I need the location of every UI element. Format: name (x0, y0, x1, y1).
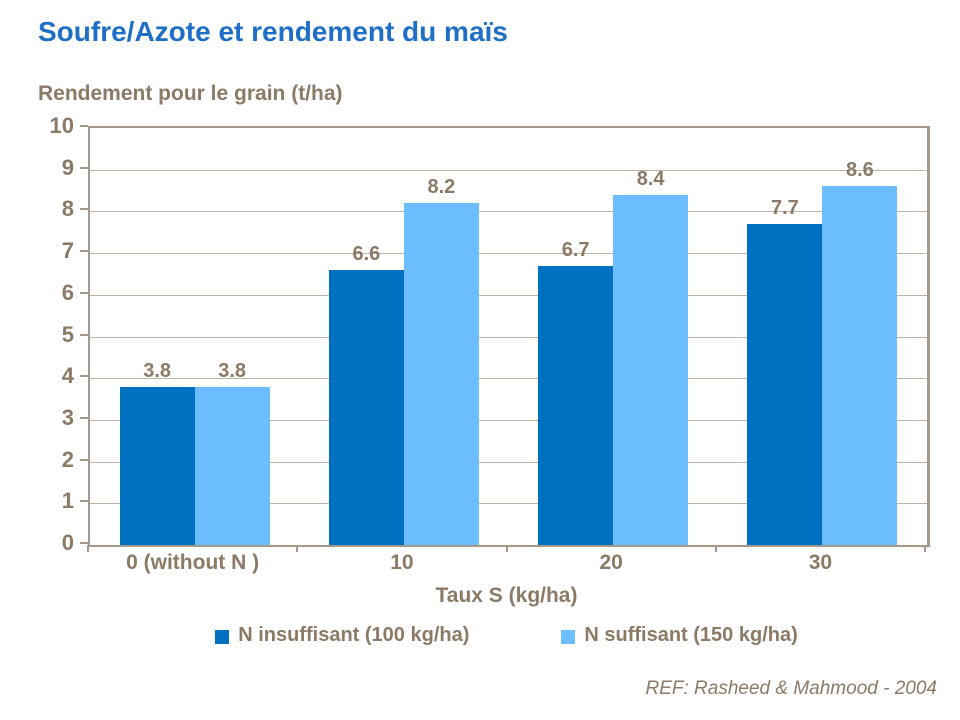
y-axis-tick (80, 250, 88, 253)
gridline (90, 211, 927, 213)
y-axis-tick-label: 5 (61, 321, 74, 347)
y-axis-tick-label: 9 (61, 154, 74, 180)
y-axis-tick (80, 542, 88, 544)
x-axis-category-label: 0 (without N ) (126, 551, 260, 574)
y-axis-tick (80, 166, 88, 169)
legend-swatch-dark-blue-icon (215, 629, 230, 644)
x-axis-tick (87, 545, 89, 552)
gridline (90, 461, 927, 463)
y-axis-tick (80, 458, 88, 461)
legend-item-n-insuffisant: N insuffisant (100 kg/ha) (215, 624, 469, 647)
bar-value-label: 7.7 (770, 196, 799, 219)
gridline (90, 336, 927, 338)
bar-n-insuffisant (747, 223, 823, 545)
y-axis-tick (80, 333, 88, 336)
y-axis-tick-label: 3 (61, 404, 74, 430)
legend: N insuffisant (100 kg/ha) N suffisant (1… (88, 624, 925, 647)
bar-value-label: 6.7 (561, 238, 590, 261)
x-axis-tick (296, 545, 299, 552)
legend-item-n-suffisant: N suffisant (150 kg/ha) (561, 624, 798, 647)
bar-value-label: 3.8 (143, 359, 172, 382)
y-axis-tick (80, 416, 88, 419)
y-axis-tick (80, 291, 88, 294)
legend-swatch-light-blue-icon (561, 629, 576, 644)
y-axis-tick (80, 375, 88, 378)
x-axis-title: Taux S (kg/ha) (435, 584, 578, 607)
y-axis-tick-label: 4 (61, 363, 74, 389)
plot-area: 3.8 3.8 6.6 8.2 6.7 8.4 7.7 8.6 (88, 126, 930, 547)
legend-label: N insuffisant (100 kg/ha) (238, 624, 470, 646)
bar-n-insuffisant (119, 386, 195, 545)
bar-n-suffisant (822, 186, 898, 545)
gridline (90, 169, 927, 171)
gridline (90, 253, 927, 255)
x-axis-category-label: 30 (808, 551, 833, 574)
bar-value-label: 3.8 (218, 359, 247, 382)
legend-label: N suffisant (150 kg/ha) (584, 624, 798, 646)
bar-value-label: 8.4 (636, 167, 665, 190)
y-axis-tick-label: 10 (49, 113, 74, 138)
bar-value-label: 8.6 (845, 159, 874, 182)
y-axis-tick-label: 8 (61, 196, 74, 222)
bar-n-suffisant (194, 386, 270, 545)
gridline (90, 378, 927, 380)
y-axis-tick-label: 1 (61, 488, 74, 514)
x-axis-category-label: 10 (390, 551, 414, 574)
gridline (90, 294, 927, 296)
x-axis-tick (714, 545, 717, 552)
bar-n-insuffisant (538, 265, 614, 545)
y-axis-tick (80, 500, 88, 503)
y-axis-tick-label: 2 (61, 446, 74, 472)
bar-n-suffisant (613, 194, 689, 545)
reference-note: REF: Rasheed & Mahmood - 2004 (645, 678, 938, 699)
x-axis-tick (924, 545, 926, 552)
y-axis-tick (80, 125, 88, 127)
y-axis-tick-label: 7 (61, 238, 74, 264)
x-axis-tick (505, 545, 508, 552)
bar-value-label: 6.6 (352, 242, 381, 265)
bar-value-label: 8.2 (427, 176, 456, 199)
bar-n-insuffisant (328, 269, 404, 545)
chart-title: Soufre/Azote et rendement du maïs (38, 16, 508, 47)
gridline (90, 419, 927, 421)
y-axis-tick-label: 0 (61, 530, 74, 555)
gridline (90, 503, 927, 505)
y-axis-tick (80, 208, 88, 211)
y-axis-title: Rendement pour le grain (t/ha) (38, 82, 343, 105)
y-axis-tick-label: 6 (61, 279, 74, 305)
x-axis-category-label: 20 (599, 551, 623, 574)
bar-n-suffisant (403, 203, 479, 545)
